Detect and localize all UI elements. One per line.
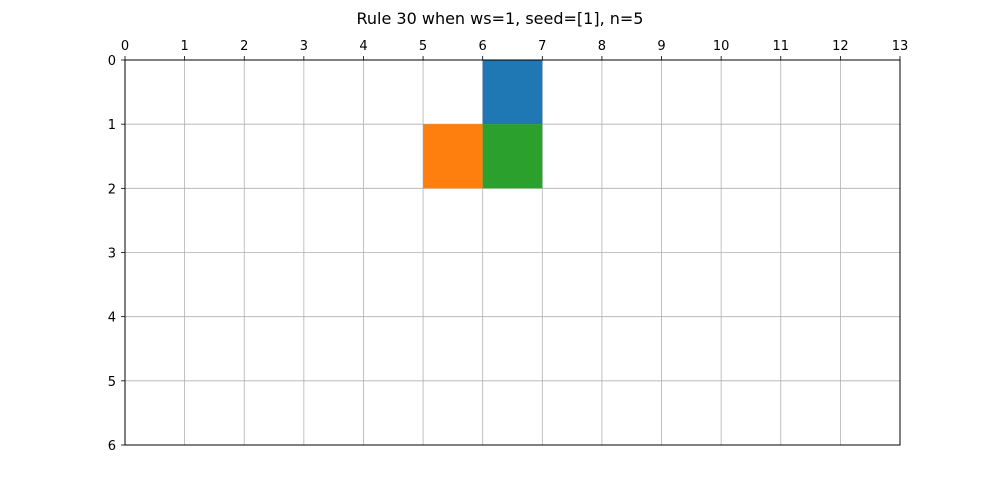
y-tick-label-0: 0	[108, 54, 116, 69]
x-tick-label-7: 7	[538, 39, 546, 54]
x-tick-label-11: 11	[772, 39, 789, 54]
y-tick-label-5: 5	[108, 375, 116, 390]
y-tick-label-1: 1	[108, 118, 116, 133]
y-tick-label-3: 3	[108, 247, 116, 262]
x-tick-label-5: 5	[419, 39, 427, 54]
x-tick-label-10: 10	[713, 39, 730, 54]
x-tick-label-13: 13	[892, 39, 909, 54]
cell-0	[482, 60, 543, 125]
y-tick-label-2: 2	[108, 182, 116, 197]
x-tick-label-1: 1	[180, 39, 188, 54]
x-tick-label-9: 9	[657, 39, 665, 54]
x-tick-label-4: 4	[359, 39, 367, 54]
x-tick-label-0: 0	[121, 39, 129, 54]
x-tick-label-3: 3	[300, 39, 308, 54]
chart-title: Rule 30 when ws=1, seed=[1], n=5	[357, 9, 644, 28]
x-tick-label-6: 6	[479, 39, 487, 54]
y-tick-label-4: 4	[108, 311, 116, 326]
y-tick-label-6: 6	[108, 439, 116, 454]
cell-2	[482, 124, 543, 189]
x-tick-label-2: 2	[240, 39, 248, 54]
cell-1	[423, 124, 483, 189]
x-tick-label-12: 12	[832, 39, 849, 54]
plot-frame	[124, 59, 901, 446]
cells	[423, 60, 543, 189]
x-tick-label-8: 8	[598, 39, 606, 54]
